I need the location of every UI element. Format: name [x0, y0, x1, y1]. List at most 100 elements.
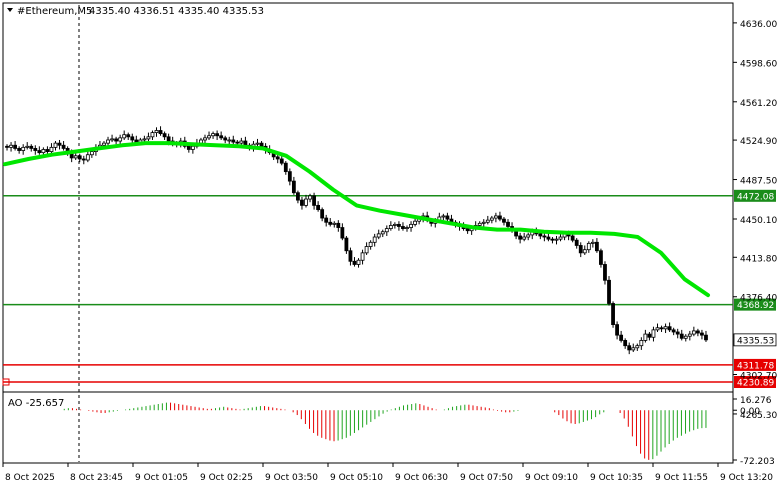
candle-body	[130, 136, 135, 141]
candle-body	[465, 228, 470, 232]
candle-body	[102, 142, 106, 146]
candle-body	[328, 221, 333, 225]
candle-body	[336, 222, 341, 228]
candle-body	[570, 235, 575, 241]
candle-body	[550, 238, 555, 241]
level-label-box	[734, 189, 776, 202]
symbol-label: #Ethereum,M5	[17, 6, 92, 17]
level-handle	[2, 378, 10, 386]
candle-body	[611, 303, 615, 325]
candle-body	[356, 259, 361, 265]
level-label: 4368.92	[737, 301, 774, 311]
price-axis-label: 4561.20	[740, 99, 777, 109]
candle-body	[29, 145, 34, 149]
candle-body	[477, 222, 482, 226]
candle-body	[639, 340, 644, 347]
ao-axis-label: 16.276	[740, 396, 772, 406]
candle-body	[582, 249, 587, 254]
candle-body	[542, 235, 547, 238]
price-axis-label: 4376.40	[740, 294, 777, 304]
candle-body	[493, 215, 498, 219]
candle-body	[37, 150, 42, 154]
candle-body	[77, 155, 82, 160]
candle-body	[574, 239, 579, 246]
candle-body	[150, 132, 155, 138]
candle-body	[227, 139, 232, 142]
candle-body	[372, 236, 377, 243]
candle-body	[405, 227, 409, 229]
candle-body	[279, 158, 284, 164]
time-axis-label: 9 Oct 09:10	[525, 473, 578, 483]
time-axis-label: 9 Oct 02:25	[200, 473, 253, 483]
candle-body	[308, 195, 312, 200]
candle-body	[89, 151, 94, 156]
candle-body	[675, 331, 680, 335]
candle-body	[397, 223, 401, 227]
candle-body	[518, 235, 523, 240]
candle-body	[445, 215, 450, 220]
level-label: 4311.78	[737, 361, 774, 371]
level-label: 4472.08	[737, 192, 774, 202]
candle-body	[134, 139, 139, 143]
candle-body	[392, 223, 397, 226]
candle-body	[17, 148, 22, 151]
candle-body	[538, 233, 543, 237]
candle-body	[49, 146, 54, 152]
price-axis-label: 4524.90	[740, 137, 777, 147]
candle-body	[647, 333, 652, 338]
time-axis-label: 9 Oct 05:10	[330, 473, 383, 483]
candle-body	[352, 260, 357, 265]
candle-body	[659, 327, 664, 330]
candle-body	[590, 241, 595, 244]
candle-body	[615, 324, 619, 336]
candle-body	[401, 226, 405, 229]
candle-body	[643, 333, 648, 341]
dropdown-arrow-icon[interactable]	[7, 8, 13, 12]
candle-body	[324, 217, 329, 223]
candle-body	[81, 158, 86, 161]
candle-body	[364, 246, 369, 254]
candle-body	[368, 241, 373, 247]
candle-body	[275, 156, 280, 160]
candle-body	[695, 330, 700, 334]
time-axis-label: 9 Oct 10:35	[590, 473, 643, 483]
candle-body	[635, 345, 640, 349]
candle-body	[118, 137, 123, 142]
candle-body	[57, 142, 62, 146]
candle-body	[122, 134, 127, 139]
candle-body	[380, 231, 385, 235]
candle-body	[700, 332, 704, 336]
candle-body	[631, 347, 636, 351]
moving-average-line	[3, 141, 710, 298]
candle-body	[223, 137, 228, 141]
ao-panel	[63, 402, 707, 460]
price-panel: 4472.08 4368.92 4311.78 4230.89 4335.53	[2, 126, 777, 389]
candle-body	[704, 334, 708, 341]
candle-body	[679, 333, 684, 339]
candle-body	[413, 220, 417, 225]
candle-body	[243, 140, 248, 146]
candle-body	[203, 137, 207, 141]
candle-body	[296, 192, 300, 201]
price-axis-label: 4636.00	[740, 20, 777, 30]
ao-axis-label: 0.00	[740, 407, 760, 417]
candle-body	[578, 245, 583, 254]
price-axis-label: 4265.30	[740, 411, 777, 421]
candle-body	[498, 215, 502, 220]
candle-body	[388, 225, 393, 229]
candle-body	[85, 154, 90, 161]
candle-body	[239, 140, 244, 144]
candle-body	[287, 171, 292, 182]
time-axis-label: 9 Oct 13:20	[720, 473, 773, 483]
candle-body	[691, 330, 696, 335]
current-price-label: 4335.53	[737, 336, 774, 346]
candle-body	[190, 145, 195, 150]
candle-body	[316, 204, 321, 211]
candle-body	[41, 149, 46, 154]
time-axis-label: 9 Oct 06:30	[395, 473, 448, 483]
candle-body	[558, 236, 563, 240]
candle-body	[110, 138, 114, 141]
candle-body	[106, 139, 110, 144]
